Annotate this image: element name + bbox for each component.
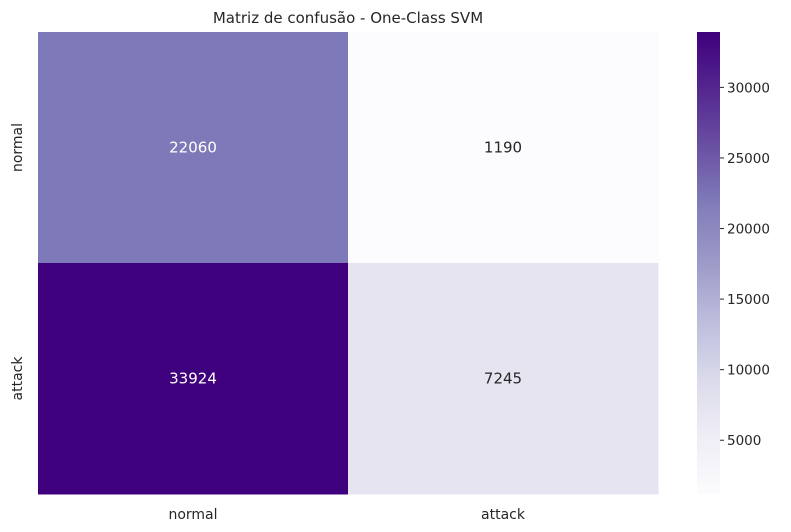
colorbar-tick-label: 15000 xyxy=(727,292,770,308)
heatmap-cells: 22060 1190 33924 7245 xyxy=(38,32,659,495)
chart-title: Matriz de confusão - One-Class SVM xyxy=(213,9,483,27)
colorbar-tick-label: 20000 xyxy=(727,222,770,238)
colorbar-tick-label: 30000 xyxy=(727,80,770,96)
heatmap-cell xyxy=(348,263,659,495)
x-tick-label: attack xyxy=(481,507,526,523)
colorbar xyxy=(697,32,720,494)
heatmap-cell xyxy=(348,32,659,264)
x-tick-labels: normal attack xyxy=(168,507,525,523)
y-tick-label: normal xyxy=(10,123,26,172)
y-tick-label: attack xyxy=(10,356,26,401)
heatmap-cell xyxy=(38,263,349,495)
colorbar-tick-label: 10000 xyxy=(727,363,770,379)
heatmap-cell xyxy=(38,32,349,264)
x-tick-label: normal xyxy=(168,507,217,523)
colorbar-tick-label: 25000 xyxy=(727,151,770,167)
cell-value-label: 33924 xyxy=(169,370,217,388)
cell-value-label: 7245 xyxy=(484,370,522,388)
y-tick-labels: normal attack xyxy=(10,123,26,401)
cell-value-label: 22060 xyxy=(169,139,217,157)
colorbar-tick-label: 5000 xyxy=(727,433,761,449)
cell-value-label: 1190 xyxy=(484,139,522,157)
colorbar-ticks: 5000 10000 15000 20000 25000 30000 xyxy=(720,80,770,449)
